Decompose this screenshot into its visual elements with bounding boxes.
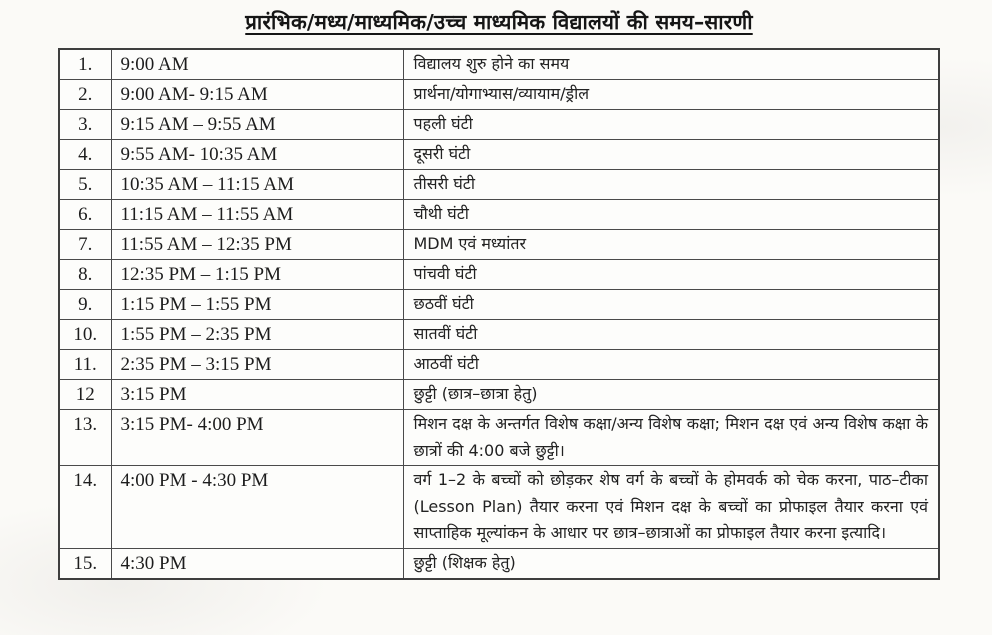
serial-number: 14. [58,465,112,549]
table-row: 1. 9:00 AM विद्यालय शुरु होने का समय [58,48,940,80]
time-slot: 2:35 PM – 3:15 PM [110,349,404,380]
time-slot: 3:15 PM [110,379,404,410]
serial-number: 3. [58,109,112,140]
activity: छठवीं घंटी [402,289,940,320]
time-slot: 9:55 AM- 10:35 AM [110,139,404,170]
activity: वर्ग 1–2 के बच्चों को छोड़कर शेष वर्ग के… [402,465,940,549]
table-row: 11. 2:35 PM – 3:15 PM आठवीं घंटी [58,349,940,380]
time-slot: 10:35 AM – 11:15 AM [110,169,404,200]
activity: विद्यालय शुरु होने का समय [402,48,940,80]
serial-number: 11. [58,349,112,380]
table-row: 8. 12:35 PM – 1:15 PM पांचवी घंटी [58,259,940,290]
activity: आठवीं घंटी [402,349,940,380]
time-slot: 9:00 AM [110,48,404,80]
activity: MDM एवं मध्यांतर [402,229,940,260]
table-row: 10. 1:55 PM – 2:35 PM सातवीं घंटी [58,319,940,350]
time-slot: 11:15 AM – 11:55 AM [110,199,404,230]
time-slot: 4:00 PM - 4:30 PM [110,465,404,549]
serial-number: 13. [58,409,112,466]
time-slot: 4:30 PM [110,547,404,579]
table-row: 13. 3:15 PM- 4:00 PM मिशन दक्ष के अन्तर्… [58,409,940,466]
activity: सातवीं घंटी [402,319,940,350]
serial-number: 9. [58,289,112,320]
table-row: 12 3:15 PM छुट्टी (छात्र–छात्रा हेतु) [58,379,940,410]
serial-number: 8. [58,259,112,290]
activity: पांचवी घंटी [402,259,940,290]
activity: पहली घंटी [402,109,940,140]
time-slot: 12:35 PM – 1:15 PM [110,259,404,290]
table-row: 2. 9:00 AM- 9:15 AM प्रार्थना/योगाभ्यास/… [58,79,940,110]
activity: छुट्टी (छात्र–छात्रा हेतु) [402,379,940,410]
activity: दूसरी घंटी [402,139,940,170]
page-title-text: प्रारंभिक/मध्य/माध्यमिक/उच्च माध्यमिक वि… [245,10,753,34]
table-row: 6. 11:15 AM – 11:55 AM चौथी घंटी [58,199,940,230]
serial-number: 10. [58,319,112,350]
table-row: 4. 9:55 AM- 10:35 AM दूसरी घंटी [58,139,940,170]
table-row: 9. 1:15 PM – 1:55 PM छठवीं घंटी [58,289,940,320]
serial-number: 2. [58,79,112,110]
serial-number: 7. [58,229,112,260]
timetable: 1. 9:00 AM विद्यालय शुरु होने का समय 2. … [58,48,940,580]
time-slot: 1:55 PM – 2:35 PM [110,319,404,350]
time-slot: 3:15 PM- 4:00 PM [110,409,404,466]
table-row: 7. 11:55 AM – 12:35 PM MDM एवं मध्यांतर [58,229,940,260]
serial-number: 6. [58,199,112,230]
serial-number: 12 [58,379,112,410]
table-row: 5. 10:35 AM – 11:15 AM तीसरी घंटी [58,169,940,200]
serial-number: 5. [58,169,112,200]
table-row: 14. 4:00 PM - 4:30 PM वर्ग 1–2 के बच्चों… [58,465,940,549]
time-slot: 11:55 AM – 12:35 PM [110,229,404,260]
serial-number: 1. [58,48,112,80]
serial-number: 15. [58,547,112,579]
activity: छुट्टी (शिक्षक हेतु) [402,547,940,579]
time-slot: 9:00 AM- 9:15 AM [110,79,404,110]
activity: मिशन दक्ष के अन्तर्गत विशेष कक्षा/अन्य व… [402,409,940,466]
time-slot: 9:15 AM – 9:55 AM [110,109,404,140]
serial-number: 4. [58,139,112,170]
page-title: प्रारंभिक/मध्य/माध्यमिक/उच्च माध्यमिक वि… [58,5,940,39]
activity: प्रार्थना/योगाभ्यास/व्यायाम/ड्रील [402,79,940,110]
table-row: 3. 9:15 AM – 9:55 AM पहली घंटी [58,109,940,140]
activity: चौथी घंटी [402,199,940,230]
time-slot: 1:15 PM – 1:55 PM [110,289,404,320]
table-row: 15. 4:30 PM छुट्टी (शिक्षक हेतु) [58,547,940,579]
activity: तीसरी घंटी [402,169,940,200]
